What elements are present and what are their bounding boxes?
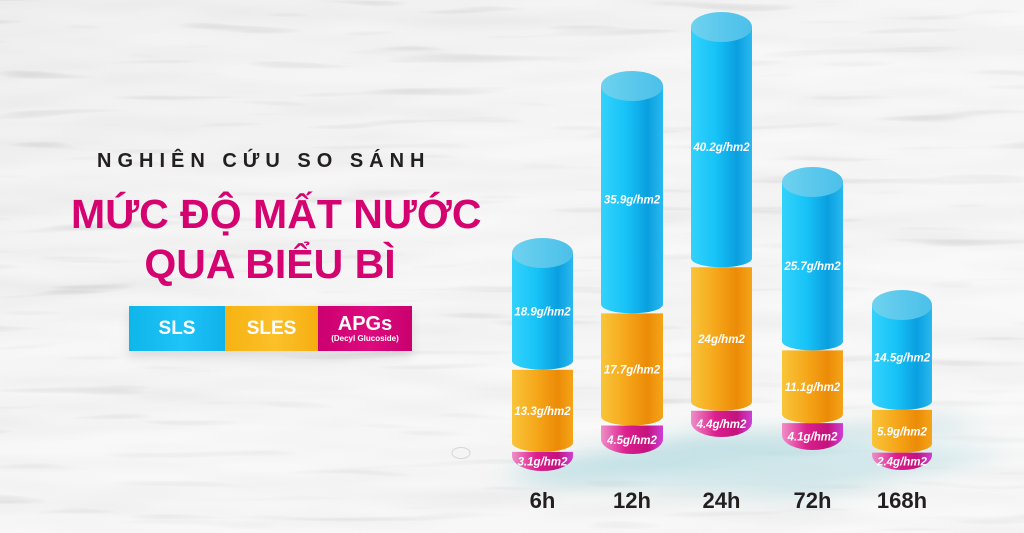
svg-text:12h: 12h bbox=[613, 488, 651, 513]
svg-text:35.9g/hm2: 35.9g/hm2 bbox=[604, 195, 661, 207]
svg-text:5.9g/hm2: 5.9g/hm2 bbox=[877, 426, 927, 438]
svg-text:6h: 6h bbox=[530, 488, 556, 513]
svg-text:11.1g/hm2: 11.1g/hm2 bbox=[785, 382, 841, 394]
svg-text:40.2g/hm2: 40.2g/hm2 bbox=[692, 142, 750, 154]
svg-text:168h: 168h bbox=[877, 488, 927, 513]
svg-text:24h: 24h bbox=[703, 488, 741, 513]
svg-text:17.7g/hm2: 17.7g/hm2 bbox=[604, 364, 661, 376]
svg-text:4.4g/hm2: 4.4g/hm2 bbox=[696, 419, 747, 431]
svg-text:18.9g/hm2: 18.9g/hm2 bbox=[514, 306, 571, 318]
svg-text:13.3g/hm2: 13.3g/hm2 bbox=[514, 406, 571, 418]
svg-text:2.4g/hm2: 2.4g/hm2 bbox=[876, 456, 927, 468]
svg-text:4.5g/hm2: 4.5g/hm2 bbox=[606, 435, 657, 447]
svg-text:14.5g/hm2: 14.5g/hm2 bbox=[874, 352, 931, 364]
svg-text:25.7g/hm2: 25.7g/hm2 bbox=[783, 261, 841, 273]
svg-text:3.1g/hm2: 3.1g/hm2 bbox=[518, 456, 568, 468]
svg-text:72h: 72h bbox=[794, 488, 832, 513]
svg-text:24g/hm2: 24g/hm2 bbox=[697, 334, 745, 346]
svg-text:4.1g/hm2: 4.1g/hm2 bbox=[787, 432, 838, 444]
